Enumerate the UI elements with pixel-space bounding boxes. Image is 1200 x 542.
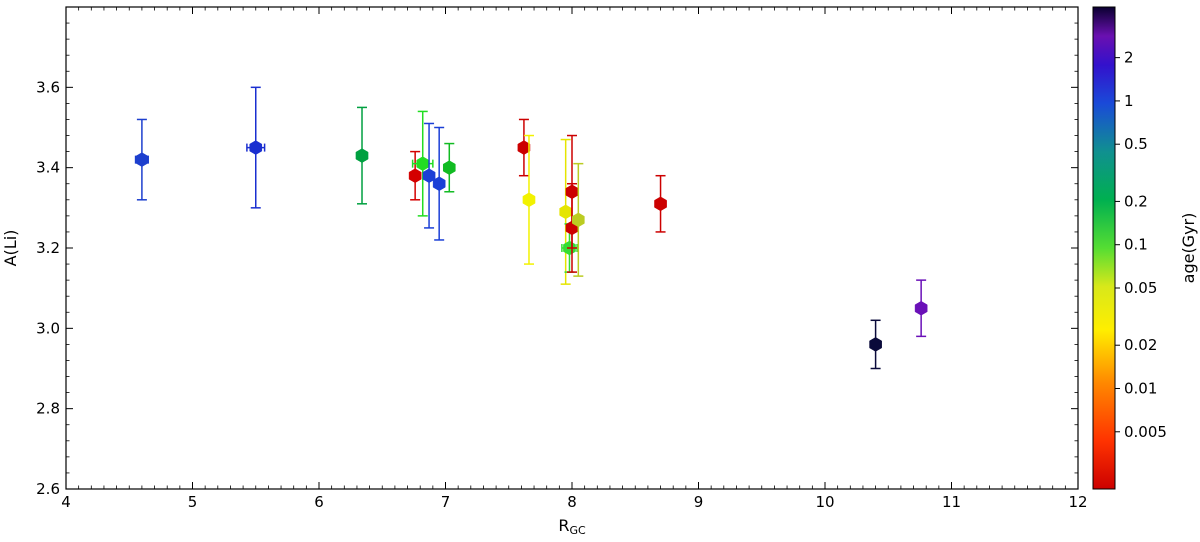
x-tick-label: 4 xyxy=(61,493,71,511)
colorbar-tick-label: 0.02 xyxy=(1124,336,1157,354)
data-point-group xyxy=(246,86,266,209)
data-point-marker xyxy=(408,168,422,183)
data-point-marker xyxy=(355,148,369,163)
data-point-marker xyxy=(517,140,531,155)
x-axis-ticks: 4 5 6 7 8 9 10 11 12 xyxy=(61,7,1088,511)
data-point-marker xyxy=(422,168,436,183)
data-point-marker xyxy=(249,140,263,155)
data-point-marker xyxy=(869,337,882,352)
x-tick-label: 11 xyxy=(942,493,961,511)
data-point-group xyxy=(134,118,149,201)
y-axis-title: A(Li) xyxy=(1,230,20,267)
y-tick-label: 3.4 xyxy=(36,159,60,177)
x-tick-label: 8 xyxy=(567,493,577,511)
colorbar-tick-label: 2 xyxy=(1124,49,1134,67)
data-point-group xyxy=(522,134,536,265)
x-tick-label: 9 xyxy=(694,493,704,511)
data-point-group xyxy=(914,279,928,338)
data-point-group xyxy=(869,319,882,370)
data-point-marker xyxy=(914,300,928,316)
y-tick-label: 3.6 xyxy=(36,78,60,96)
x-axis-title-sub: GC xyxy=(569,524,586,537)
data-point-group xyxy=(572,162,585,277)
colorbar-tick-label: 1 xyxy=(1124,92,1134,110)
data-point-group xyxy=(408,150,422,201)
colorbar-label: age(Gyr) xyxy=(1179,213,1198,284)
colorbar-tick-label: 0.1 xyxy=(1124,236,1148,254)
colorbar: 0.005 0.01 0.02 0.05 0.1 0.2 0.5 1 2 age(Gyr) xyxy=(1092,6,1198,490)
colorbar-ticks: 0.005 0.01 0.02 0.05 0.1 0.2 0.5 1 2 xyxy=(1115,49,1167,441)
x-tick-label: 6 xyxy=(314,493,324,511)
x-tick-label: 7 xyxy=(441,493,451,511)
data-point-group xyxy=(654,174,667,233)
colorbar-tick-label: 0.005 xyxy=(1124,423,1167,441)
data-point-marker xyxy=(559,204,572,220)
x-axis-title: RGC xyxy=(558,516,586,537)
x-tick-label: 10 xyxy=(815,493,834,511)
data-point-marker xyxy=(416,156,430,171)
data-point-group xyxy=(559,138,572,285)
colorbar-gradient xyxy=(1092,6,1116,490)
colorbar-tick-label: 0.5 xyxy=(1124,135,1148,153)
data-point-group xyxy=(442,142,456,193)
data-point-group xyxy=(422,122,436,229)
x-axis-title-main: R xyxy=(558,516,569,535)
colorbar-tick-label: 0.05 xyxy=(1124,279,1157,297)
data-point-group xyxy=(432,126,446,241)
data-point-group xyxy=(565,182,579,273)
y-tick-label: 2.6 xyxy=(36,480,60,498)
data-point-marker xyxy=(135,152,149,167)
plot-area: 4 5 6 7 8 9 10 11 12 2.6 2.8 3.0 3.2 3.4 3.6 xyxy=(36,6,1088,511)
y-tick-label: 2.8 xyxy=(36,400,60,418)
data-point-marker xyxy=(572,212,585,228)
data-point-marker xyxy=(522,192,536,208)
data-point-marker xyxy=(432,176,446,192)
y-axis-ticks: 2.6 2.8 3.0 3.2 3.4 3.6 xyxy=(36,6,1078,498)
colorbar-tick-label: 0.01 xyxy=(1124,379,1157,397)
data-point-marker xyxy=(654,196,667,212)
x-tick-label: 12 xyxy=(1068,493,1087,511)
y-tick-label: 3.0 xyxy=(36,319,60,337)
x-tick-label: 5 xyxy=(188,493,198,511)
data-point-group xyxy=(355,106,369,205)
data-points xyxy=(134,86,928,370)
data-point-marker xyxy=(442,160,456,175)
data-point-group xyxy=(517,118,531,177)
colorbar-tick-label: 0.2 xyxy=(1124,192,1148,210)
y-tick-label: 3.2 xyxy=(36,239,60,257)
